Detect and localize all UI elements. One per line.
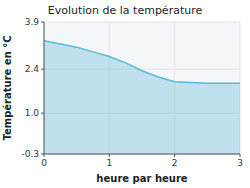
line [44,41,240,83]
y-tick-label: 3.9 [25,17,40,27]
x-tick [174,154,175,157]
y-tick [41,113,44,114]
chart: 0 1 2 3 -0.3 1.0 2.4 3.9 heure par heure Températ… [0,0,250,188]
plot-area [44,22,240,154]
y-tick-label: 2.4 [25,64,40,74]
grid-line [44,22,240,23]
y-tick [41,22,44,23]
grid-line [44,22,45,154]
y-axis-label: Température en °C [2,35,13,140]
x-tick [240,154,241,157]
x-tick-label: 0 [41,158,47,168]
grid [44,22,240,154]
area [44,41,240,154]
x-tick-label: 3 [237,158,243,168]
y-tick [41,154,44,155]
x-tick-label: 2 [172,158,178,168]
y-tick [41,69,44,70]
x-axis-label: heure par heure [96,173,187,184]
y-axis-line [44,22,45,154]
title: Evolution de la température [48,4,203,17]
y-tick-label: 1.0 [25,108,40,118]
x-tick [109,154,110,157]
axes: 0 1 2 3 -0.3 1.0 2.4 3.9 [21,17,242,168]
x-axis-line [44,154,240,155]
y-tick-label: -0.3 [21,149,39,159]
grid-line [44,154,240,155]
series [44,41,240,154]
x-tick-label: 1 [106,158,112,168]
